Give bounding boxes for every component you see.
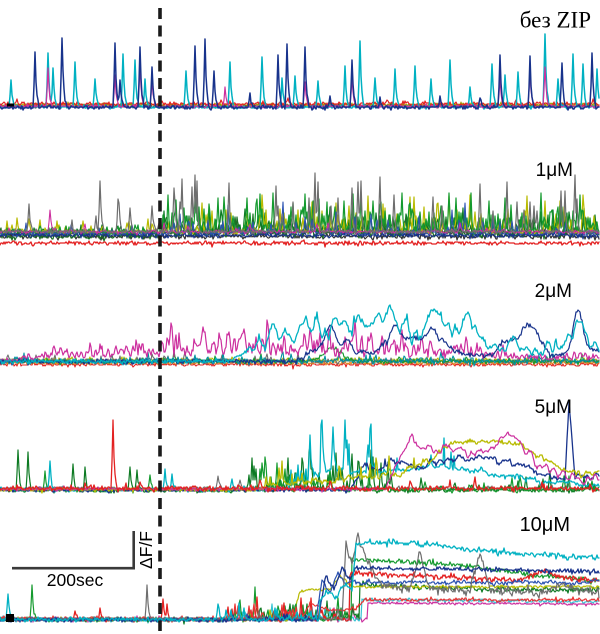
svg-text:ΔF/F: ΔF/F: [136, 531, 156, 569]
svg-text:10μM: 10μM: [520, 514, 570, 536]
svg-text:1μM: 1μM: [536, 160, 573, 181]
svg-text:без ZIP: без ZIP: [520, 8, 591, 33]
svg-text:200sec: 200sec: [47, 570, 104, 590]
svg-text:2μM: 2μM: [535, 281, 572, 302]
svg-text:5μM: 5μM: [535, 397, 572, 418]
